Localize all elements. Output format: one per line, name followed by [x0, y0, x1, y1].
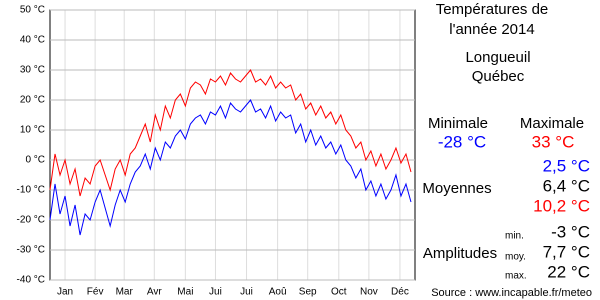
stat-label: Moyennes [422, 180, 491, 197]
x-tick-label: Jui [240, 287, 253, 298]
plot-area [49, 9, 416, 281]
stat-sublabel: min. [505, 231, 524, 242]
y-tick-label: -20 °C [17, 215, 45, 226]
stat-value: 10,2 °C [533, 196, 590, 215]
x-tick-label: Avr [147, 287, 162, 298]
y-tick-label: -30 °C [17, 245, 45, 256]
y-tick-label: 10 °C [20, 125, 45, 136]
stat-value: 6,4 °C [543, 176, 590, 195]
y-tick-label: 20 °C [20, 95, 45, 106]
x-tick-label: Mar [116, 287, 134, 298]
x-tick-label: Déc [391, 287, 409, 298]
y-tick-label: 0 °C [25, 155, 45, 166]
x-tick-label: Nov [360, 287, 378, 298]
location: Longueuil [465, 49, 530, 66]
x-tick-label: Sep [299, 287, 317, 298]
series-line [49, 69, 412, 197]
x-tick-label: Mai [177, 287, 193, 298]
stat-label: Minimale [428, 115, 488, 132]
series-line [49, 99, 412, 236]
chart-title: l'année 2014 [449, 21, 534, 38]
location: Québec [472, 68, 525, 85]
stat-value: -28 °C [438, 132, 486, 151]
stat-value: 22 °C [547, 262, 590, 281]
y-tick-label: 40 °C [20, 35, 45, 46]
y-tick-label: -10 °C [17, 185, 45, 196]
x-tick-label: Oct [331, 287, 347, 298]
x-tick-label: Aoû [269, 287, 287, 298]
x-tick-label: Fév [87, 287, 104, 298]
stat-value: 7,7 °C [543, 242, 590, 261]
stat-label: Maximale [520, 115, 584, 132]
stat-value: -3 °C [551, 222, 590, 241]
source: Source : www.incapable.fr/meteo [431, 287, 592, 299]
chart-title: Températures de [436, 1, 549, 18]
y-tick-label: 50 °C [20, 5, 45, 16]
stat-value: 33 °C [532, 132, 575, 151]
x-tick-label: Jui [209, 287, 222, 298]
stat-value: 2,5 °C [543, 156, 590, 175]
y-tick-label: -40 °C [17, 275, 45, 286]
stat-sublabel: moy. [505, 252, 526, 263]
stat-sublabel: max. [505, 271, 527, 282]
stat-label: Amplitudes [423, 245, 497, 262]
y-tick-label: 30 °C [20, 65, 45, 76]
x-tick-label: Jan [57, 287, 73, 298]
